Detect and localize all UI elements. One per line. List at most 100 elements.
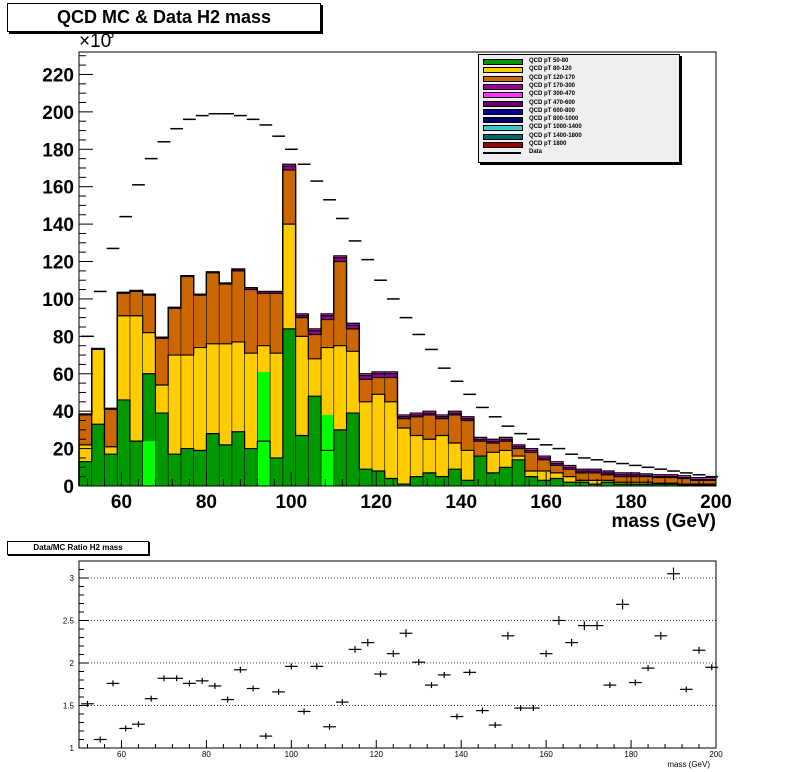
bar [231, 270, 245, 342]
bar [563, 467, 576, 470]
ratio-x-axis-label: mass (GeV) [667, 760, 710, 769]
bar [448, 469, 462, 486]
bar [703, 480, 716, 485]
y-tick-label: 200 [42, 103, 74, 124]
bar [193, 295, 207, 348]
bar [524, 452, 538, 472]
bar [397, 416, 411, 419]
bar [601, 471, 615, 473]
bar [461, 450, 474, 481]
bar [180, 276, 194, 356]
legend-swatch [483, 75, 523, 82]
bar [524, 476, 538, 486]
legend-label: QCD pT 470-600 [529, 99, 576, 106]
ratio-y-tick-label: 3 [70, 574, 75, 583]
bar [397, 418, 411, 429]
bar [690, 477, 704, 480]
bar [346, 323, 360, 326]
x-tick-label: 80 [196, 492, 217, 513]
bar [512, 444, 525, 447]
bar [550, 465, 564, 473]
ratio-frame [78, 560, 717, 749]
legend-swatch [483, 59, 523, 65]
bar [129, 441, 143, 486]
x-tick-label: 160 [530, 492, 562, 513]
bar [308, 396, 322, 486]
bar [359, 469, 373, 486]
bar [537, 456, 551, 458]
bar [282, 169, 296, 225]
bar [461, 416, 474, 419]
legend-label: Data [529, 149, 543, 156]
bar [372, 471, 385, 486]
bar [665, 477, 678, 484]
bar [677, 478, 691, 485]
bar [422, 413, 436, 415]
bar [575, 471, 589, 473]
bar [563, 482, 576, 486]
bar [206, 272, 220, 344]
bar [359, 379, 373, 402]
bar [155, 384, 169, 414]
bar [372, 373, 385, 378]
bar [410, 476, 423, 486]
bar [626, 474, 640, 477]
ratio-x-tick-label: 140 [455, 750, 469, 759]
bar [537, 459, 551, 472]
bar [550, 463, 564, 466]
bar [435, 435, 449, 477]
bar [563, 465, 576, 468]
bar [486, 442, 500, 453]
bar [117, 399, 130, 486]
bar [499, 450, 513, 468]
bar [270, 353, 283, 458]
y-tick-label: 120 [42, 253, 74, 274]
bar [690, 480, 704, 485]
bar [422, 414, 436, 440]
ratio-y-tick-label: 2 [70, 659, 75, 668]
bar [333, 255, 347, 258]
bar [193, 347, 207, 451]
bar [397, 484, 411, 486]
chart-title: QCD MC & Data H2 mass [7, 3, 321, 32]
y-tick-label: 100 [42, 290, 74, 311]
bar [473, 439, 487, 442]
bar [601, 474, 615, 481]
bar [295, 313, 309, 316]
bar [665, 484, 678, 486]
bar [422, 439, 436, 473]
bar [639, 473, 653, 476]
bar [473, 441, 487, 457]
bar [614, 476, 627, 483]
series-5 [282, 164, 716, 480]
bar [384, 373, 398, 378]
legend-label: QCD pT 80-120 [529, 66, 572, 73]
bar [435, 414, 449, 417]
legend-label: QCD pT 1800 [529, 141, 567, 147]
bar [588, 480, 602, 485]
bar [346, 413, 360, 486]
bar [372, 377, 385, 395]
bar [473, 456, 487, 486]
bar [614, 484, 627, 486]
bar [652, 474, 666, 477]
bar [333, 429, 347, 486]
bar [397, 428, 411, 485]
bar [384, 401, 398, 479]
legend-label: QCD pT 120-170 [529, 74, 576, 81]
y-tick-label: 60 [53, 365, 74, 386]
legend-label: QCD pT 800-1000 [529, 116, 579, 123]
legend-swatch [483, 133, 523, 140]
bar [486, 472, 500, 486]
bar [588, 471, 602, 473]
bar [537, 480, 551, 486]
bar [142, 332, 156, 374]
bar [129, 315, 143, 442]
bar [550, 461, 564, 464]
bar [346, 325, 360, 329]
ratio-x-tick-label: 80 [202, 750, 211, 759]
bar [384, 377, 398, 402]
bar [270, 293, 283, 354]
ratio-x-tick-label: 120 [370, 750, 384, 759]
bar [372, 371, 385, 374]
